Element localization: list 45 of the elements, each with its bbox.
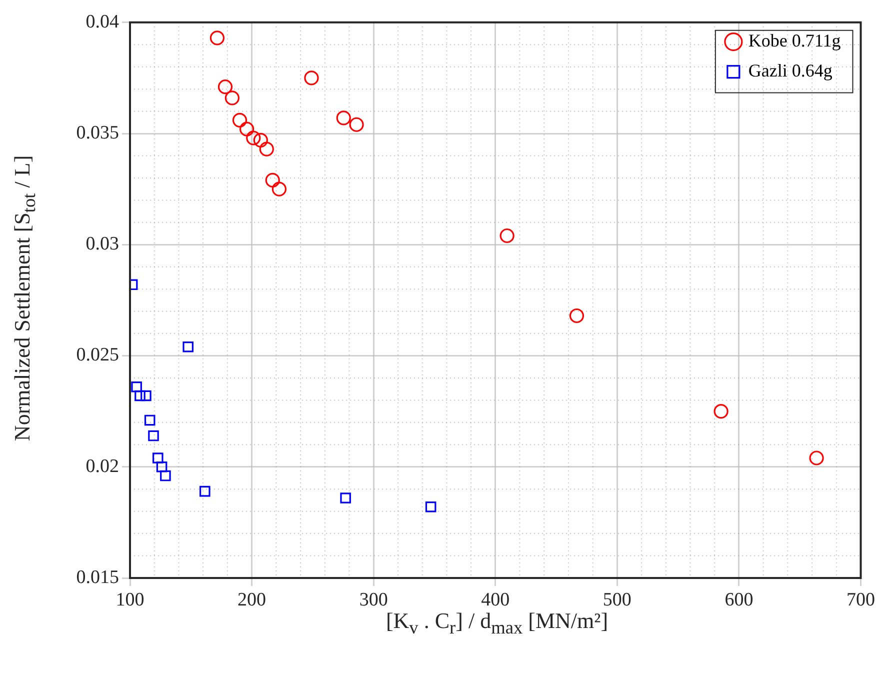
x-tick-label: 200 [238,589,266,610]
x-tick-label: 600 [724,589,754,610]
point [809,450,824,466]
point [246,130,261,146]
x-tick-label: 700 [846,589,875,610]
point [210,30,225,46]
x-axis-title: [K$_{v}$ . C$_{r}$] / d$_{max}$ [MN/m²] [386,608,608,638]
point [253,132,268,148]
point [144,414,156,426]
point [218,80,233,94]
point [152,452,164,464]
point [265,172,280,188]
point [200,486,210,497]
point [240,122,254,136]
legend-label: Gazli 0.64g [748,60,832,81]
point [134,390,146,402]
y-tick-label: 0.02 [86,456,119,477]
point [140,390,152,402]
point [272,182,286,196]
point [425,501,436,512]
point [500,228,514,244]
y-tick-label: 0.025 [76,344,119,366]
y-tick-label: 0.035 [76,122,119,144]
point [156,461,168,472]
point [340,492,351,504]
point [336,110,351,126]
point [232,112,248,128]
point [224,90,240,106]
point [304,70,319,86]
point [569,308,584,324]
point [148,430,159,442]
x-tick-label: 500 [602,589,632,610]
point [349,117,364,132]
point [259,142,274,156]
x-tick-label: 300 [359,589,388,610]
x-tick-label: 100 [116,589,144,610]
x-tick-label: 400 [481,589,510,610]
y-tick-label: 0.015 [76,566,119,588]
point [160,470,171,482]
y-tick-label: 0.04 [86,11,120,32]
y-tick-label: 0.03 [86,234,119,255]
legend-label: Kobe 0.711g [748,30,841,51]
point [714,404,728,419]
point [182,341,194,352]
point [131,381,142,392]
